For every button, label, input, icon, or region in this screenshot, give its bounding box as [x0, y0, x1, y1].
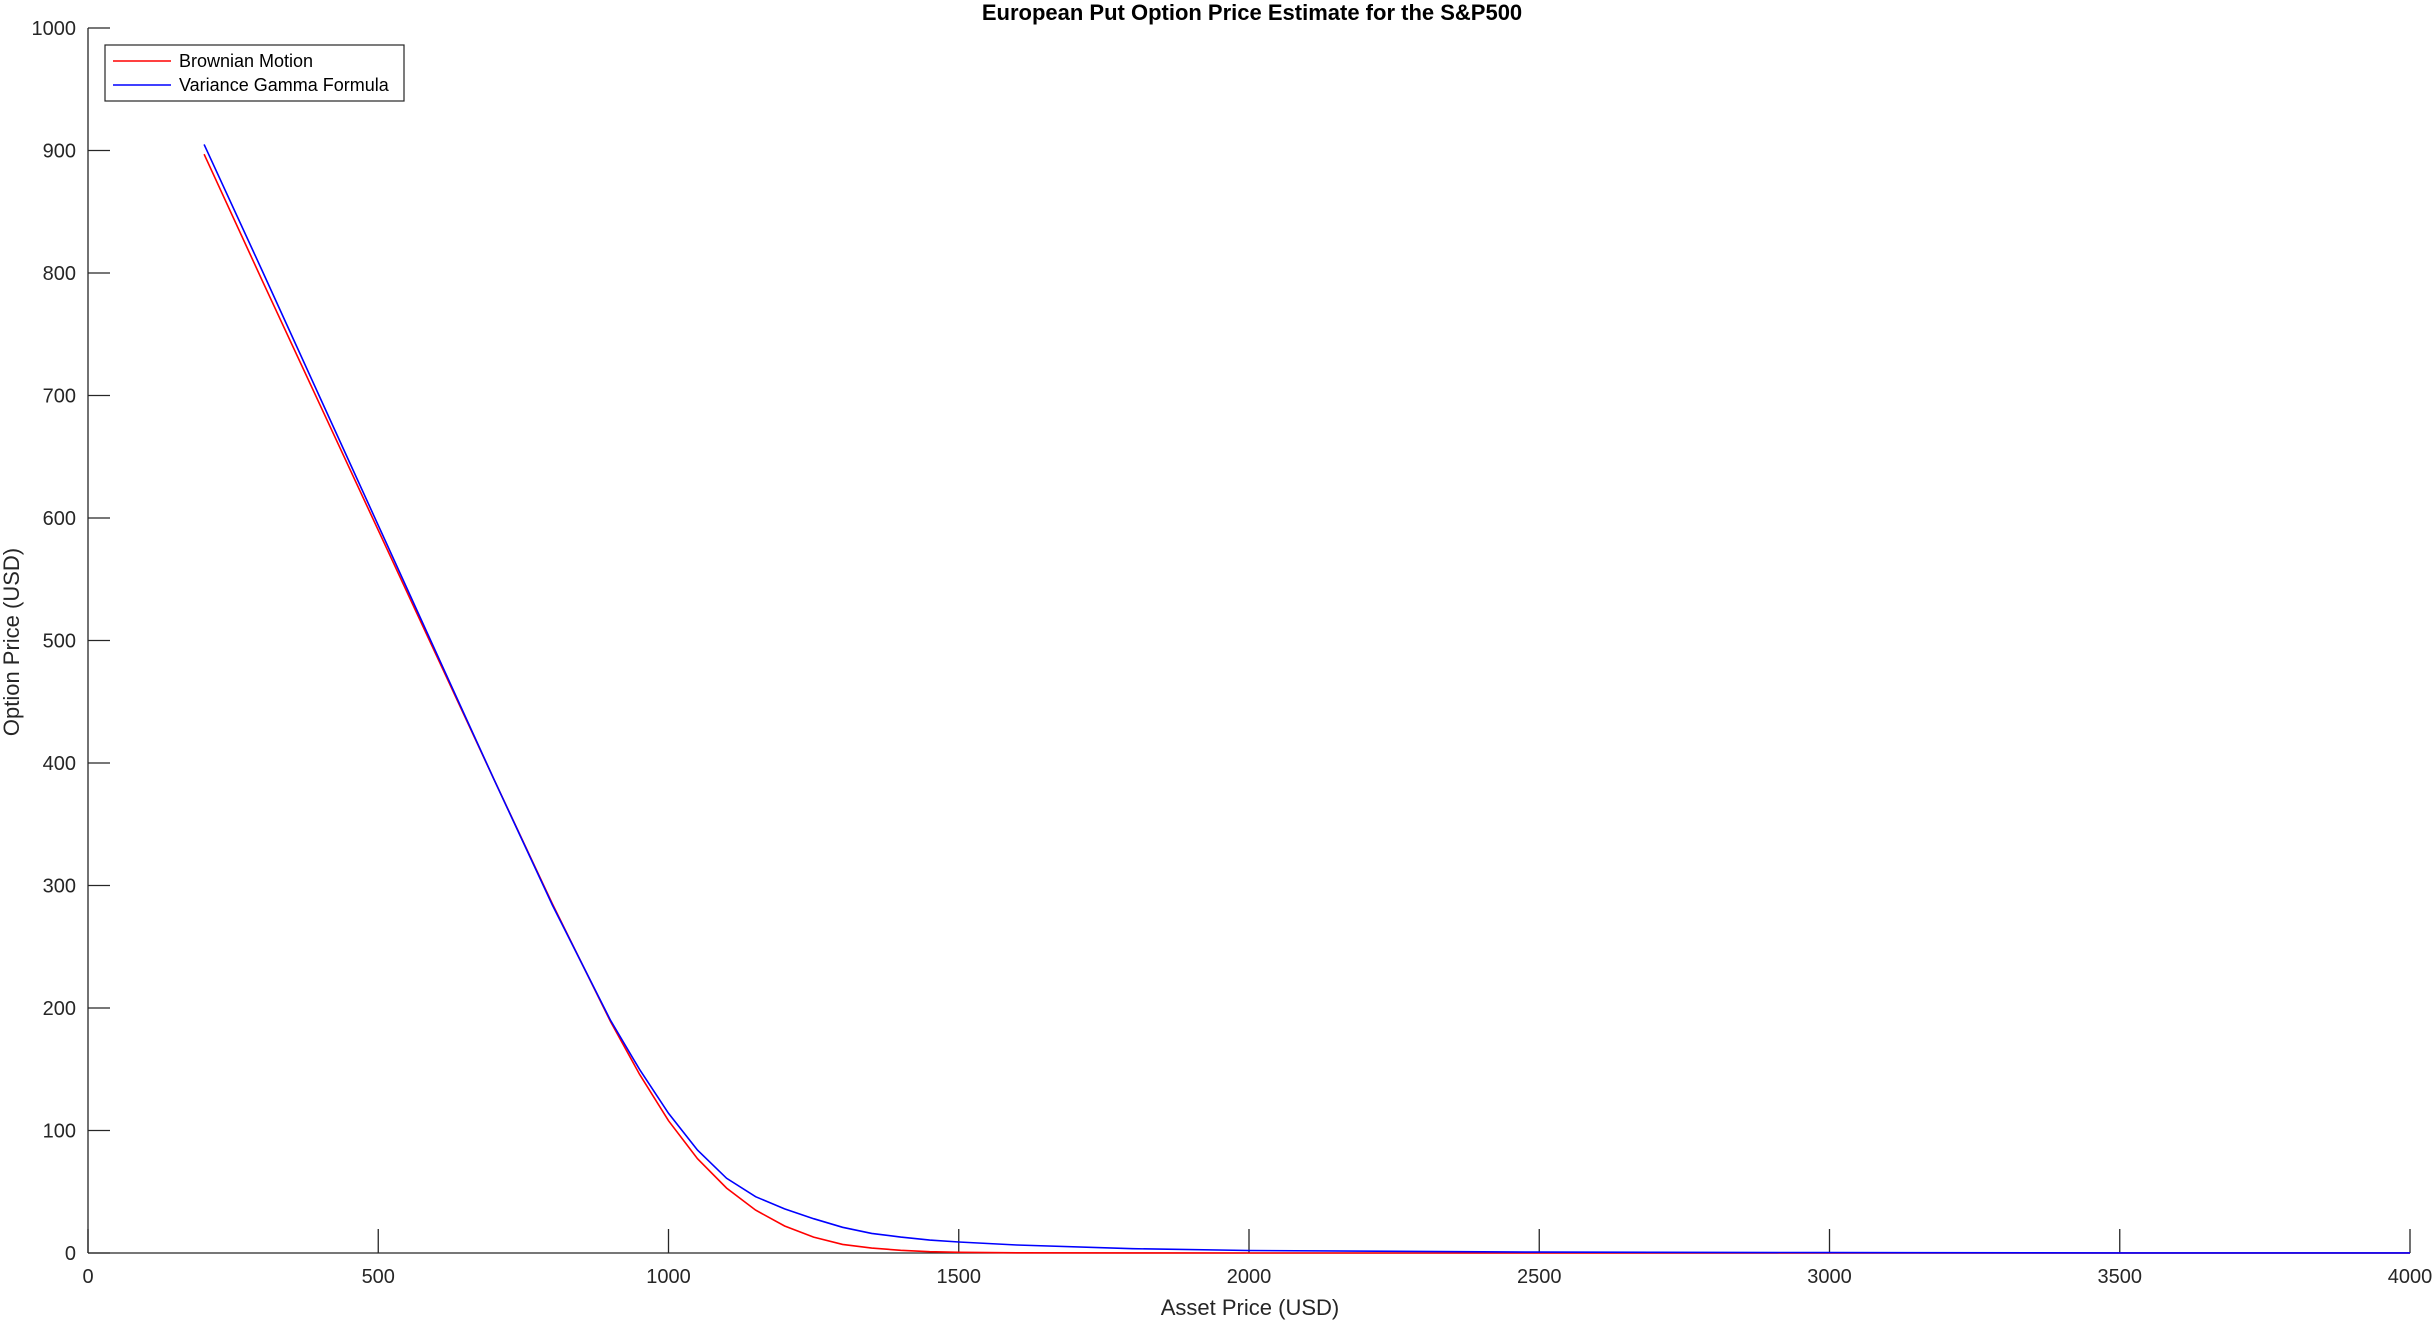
y-tick-label: 200	[43, 998, 76, 1020]
x-tick-label: 2000	[1227, 1266, 1272, 1288]
y-tick-label: 800	[43, 263, 76, 285]
y-tick-label: 300	[43, 876, 76, 898]
legend-box	[104, 44, 405, 102]
y-tick-label: 1000	[32, 18, 77, 40]
x-tick-label: 2500	[1517, 1266, 1562, 1288]
y-tick-label: 400	[43, 753, 76, 775]
x-tick-label: 4000	[2388, 1266, 2433, 1288]
series-line-2	[203, 144, 2410, 1254]
legend: Brownian Motion Variance Gamma Formula	[104, 44, 405, 102]
y-tick-label: 500	[43, 631, 76, 653]
x-tick-label: 1000	[646, 1266, 691, 1288]
y-tick-label: 900	[43, 141, 76, 163]
x-tick-label: 500	[362, 1266, 395, 1288]
y-tick-label: 700	[43, 386, 76, 408]
y-tick-label: 100	[43, 1121, 76, 1143]
y-tick-label: 0	[65, 1243, 76, 1265]
y-tick-label: 600	[43, 508, 76, 530]
legend-label-2: Variance Gamma Formula	[179, 75, 390, 95]
series-lines	[203, 144, 2410, 1254]
legend-label-1: Brownian Motion	[179, 51, 313, 71]
axes: 0 500 1000 1500 2000 2500 3000 3500 4000 0 100 200 3…	[32, 18, 2433, 1288]
y-axis-title: Option Price (USD)	[0, 548, 24, 736]
x-tick-label: 1500	[937, 1266, 982, 1288]
x-tick-label: 0	[82, 1266, 93, 1288]
x-tick-label: 3000	[1807, 1266, 1852, 1288]
x-axis-title: Asset Price (USD)	[1161, 1295, 1339, 1320]
x-tick-label: 3500	[2098, 1266, 2143, 1288]
chart-title: European Put Option Price Estimate for t…	[982, 0, 1522, 25]
